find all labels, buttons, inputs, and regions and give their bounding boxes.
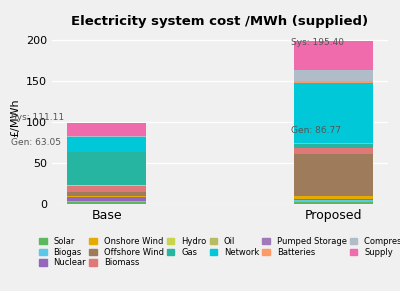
Bar	[294, 70, 373, 81]
Bar	[67, 192, 146, 196]
Bar	[67, 201, 146, 203]
Text: Gen: 63.05: Gen: 63.05	[11, 138, 61, 147]
Bar	[294, 81, 373, 83]
Bar	[67, 186, 146, 192]
Y-axis label: £/MWh: £/MWh	[10, 99, 20, 137]
Bar	[294, 144, 373, 148]
Bar	[67, 152, 146, 185]
Bar	[67, 136, 146, 137]
Text: Sys: 111.11: Sys: 111.11	[11, 113, 64, 122]
Bar	[294, 83, 373, 84]
Bar	[67, 196, 146, 197]
Bar	[67, 123, 146, 136]
Bar	[294, 148, 373, 154]
Bar	[294, 196, 373, 199]
Bar	[67, 137, 146, 138]
Bar	[294, 154, 373, 196]
Text: Sys: 195.40: Sys: 195.40	[291, 38, 344, 47]
Bar	[67, 203, 146, 204]
Bar	[294, 199, 373, 200]
Bar	[294, 202, 373, 204]
Bar	[67, 197, 146, 201]
Bar	[67, 185, 146, 186]
Bar	[294, 200, 373, 202]
Bar	[294, 84, 373, 143]
Legend: Solar, Biogas, Nuclear, Onshore Wind, Offshore Wind, Biomass, Hydro, Gas, Oil, N: Solar, Biogas, Nuclear, Onshore Wind, Of…	[39, 237, 400, 267]
Title: Electricity system cost /MWh (supplied): Electricity system cost /MWh (supplied)	[72, 15, 368, 28]
Bar	[67, 138, 146, 152]
Text: Gen: 86.77: Gen: 86.77	[291, 126, 341, 135]
Bar	[294, 41, 373, 70]
